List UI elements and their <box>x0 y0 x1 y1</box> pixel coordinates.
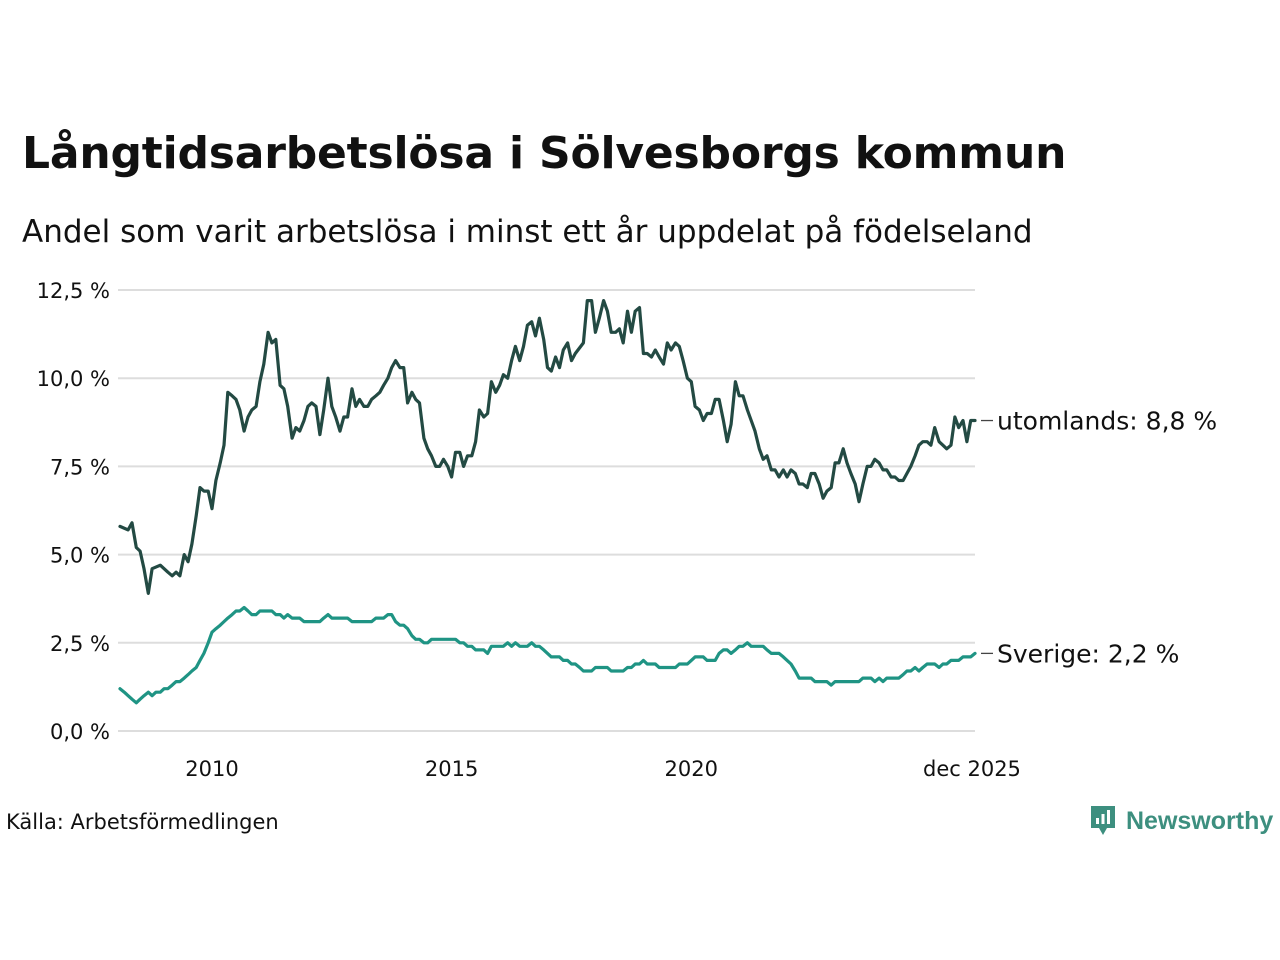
end-label-sverige: Sverige: 2,2 % <box>997 639 1179 668</box>
chart-subtitle: Andel som varit arbetslösa i minst ett å… <box>22 214 1033 250</box>
y-tick-label: 12,5 % <box>37 279 110 303</box>
x-axis-ticks: 2010 2015 2020 dec 2025 <box>185 757 1021 781</box>
y-tick-label: 10,0 % <box>37 367 110 391</box>
series-line-utomlands <box>118 299 977 595</box>
series-lines <box>118 299 977 705</box>
x-tick-label: 2010 <box>185 757 238 781</box>
end-label-utomlands: utomlands: 8,8 % <box>997 407 1217 436</box>
brand-logo[interactable]: Newsworthy <box>1088 804 1273 838</box>
brand-name: Newsworthy <box>1126 806 1274 835</box>
y-tick-label: 0,0 % <box>50 720 110 744</box>
y-tick-label: 2,5 % <box>50 632 110 656</box>
x-tick-label: dec 2025 <box>923 757 1021 781</box>
x-tick-label: 2015 <box>425 757 478 781</box>
y-axis-ticks: 0,0 % 2,5 % 5,0 % 7,5 % 10,0 % 12,5 % <box>37 279 110 744</box>
x-tick-label: 2020 <box>665 757 718 781</box>
y-tick-label: 5,0 % <box>50 544 110 568</box>
newsworthy-logo-icon <box>1091 806 1115 835</box>
end-labels: utomlands: 8,8 % Sverige: 2,2 % <box>981 407 1217 668</box>
series-line-sverige <box>118 605 977 705</box>
chart-title: Långtidsarbetslösa i Sölvesborgs kommun <box>22 128 1067 179</box>
y-tick-label: 7,5 % <box>50 455 110 479</box>
source-note: Källa: Arbetsförmedlingen <box>6 810 279 834</box>
